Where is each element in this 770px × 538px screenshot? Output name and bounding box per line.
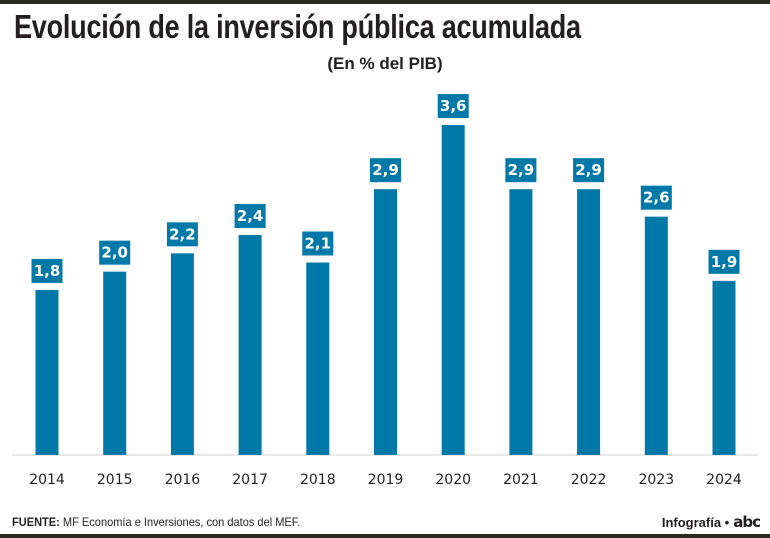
chart-title: Evolución de la inversión pública acumul… bbox=[14, 8, 581, 45]
bar-2023 bbox=[644, 216, 668, 455]
bottom-frame-bar bbox=[0, 534, 770, 538]
value-label-2015: 2,0 bbox=[101, 244, 128, 262]
value-label-box-2021 bbox=[505, 158, 537, 183]
x-tick-label: 2021 bbox=[503, 472, 539, 488]
value-label-2019: 2,9 bbox=[372, 161, 399, 179]
value-label-box-2014 bbox=[31, 259, 63, 283]
bar-2015 bbox=[103, 271, 127, 455]
bar-2024 bbox=[712, 280, 736, 455]
chart-subtitle: (En % del PIB) bbox=[327, 54, 443, 73]
value-label-2017: 2,4 bbox=[237, 207, 264, 225]
bar-2018 bbox=[306, 262, 330, 455]
bar-2019 bbox=[374, 189, 397, 455]
bar-2021 bbox=[509, 189, 533, 455]
value-label-box-2019 bbox=[370, 158, 401, 183]
value-label-box-2015 bbox=[99, 240, 131, 265]
credit: Infografía • abc bbox=[661, 513, 761, 531]
x-tick-label: 2023 bbox=[638, 472, 674, 488]
bar-2014 bbox=[35, 290, 59, 455]
value-label-2014: 1,8 bbox=[34, 262, 61, 280]
value-label-2018: 2,1 bbox=[305, 235, 332, 253]
source-note: FUENTE: MF Economía e Inversiones, con d… bbox=[12, 515, 300, 529]
top-frame-bar bbox=[0, 0, 770, 4]
x-tick-label: 2015 bbox=[97, 472, 133, 488]
source-text: MF Economía e Inversiones, con datos del… bbox=[59, 515, 301, 529]
value-label-box-2022 bbox=[573, 158, 605, 183]
value-label-2024: 1,9 bbox=[711, 253, 738, 271]
x-tick-label: 2022 bbox=[571, 472, 607, 488]
bar-2017 bbox=[238, 235, 262, 455]
x-tick-label: 2024 bbox=[706, 472, 742, 488]
bar-2020 bbox=[441, 125, 465, 455]
x-tick-label: 2014 bbox=[29, 472, 65, 488]
value-label-2022: 2,9 bbox=[575, 161, 602, 179]
value-label-box-2024 bbox=[708, 249, 740, 274]
value-label-box-2017 bbox=[234, 204, 266, 228]
x-tick-label: 2020 bbox=[435, 472, 471, 488]
value-label-box-2018 bbox=[302, 231, 334, 256]
credit-text: Infografía • bbox=[661, 514, 730, 530]
abc-logo: abc bbox=[733, 513, 761, 531]
x-tick-label: 2019 bbox=[368, 472, 404, 488]
bar-2022 bbox=[577, 189, 601, 455]
value-label-2021: 2,9 bbox=[508, 161, 535, 179]
value-label-2020: 3,6 bbox=[440, 97, 467, 115]
x-tick-label: 2018 bbox=[300, 472, 336, 488]
value-label-2023: 2,6 bbox=[643, 189, 670, 207]
value-label-2016: 2,2 bbox=[169, 225, 196, 243]
value-label-box-2020 bbox=[437, 94, 469, 118]
bar-2016 bbox=[170, 253, 194, 455]
source-label: FUENTE: bbox=[12, 515, 60, 529]
value-label-box-2016 bbox=[166, 222, 198, 247]
value-label-box-2023 bbox=[640, 185, 672, 210]
x-tick-label: 2017 bbox=[232, 472, 268, 488]
x-tick-label: 2016 bbox=[165, 472, 201, 488]
